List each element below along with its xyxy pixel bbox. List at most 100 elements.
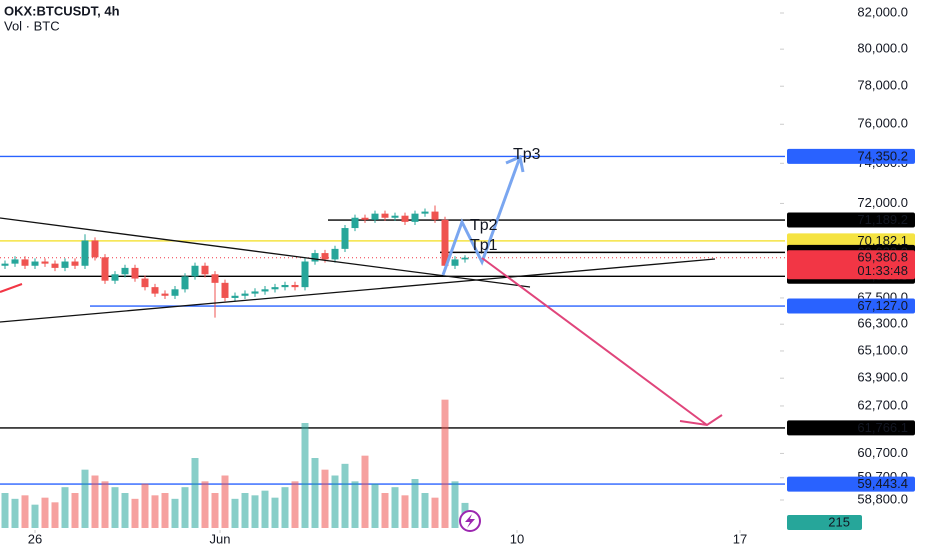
volume-bar — [141, 483, 149, 528]
volume-bar — [381, 493, 389, 528]
candle-body — [51, 263, 59, 268]
volume-bar — [291, 481, 299, 528]
price-badge-label: 71,189.2 — [857, 212, 908, 227]
price-badge-label: 59,443.4 — [857, 476, 908, 491]
volume-badge — [787, 515, 862, 530]
candle-body — [211, 274, 219, 283]
y-tick-label: 76,000.0 — [857, 116, 908, 131]
volume-bar — [31, 504, 39, 528]
candle-body — [131, 267, 139, 279]
x-tick-label: 17 — [733, 531, 747, 546]
volume-bar — [281, 487, 289, 528]
volume-bar — [21, 495, 29, 528]
lightning-icon — [465, 514, 475, 528]
candle-body — [351, 217, 359, 229]
volume-bar — [121, 493, 129, 528]
candle-body — [241, 293, 249, 296]
volume-bar — [71, 493, 79, 528]
candle-body — [11, 259, 19, 264]
candle-body — [381, 213, 389, 218]
price-badge-label: 74,350.2 — [857, 148, 908, 163]
y-tick-label: 65,100.0 — [857, 342, 908, 357]
volume-bar — [191, 458, 199, 528]
candle-body — [111, 274, 119, 281]
arrow-head — [505, 154, 525, 173]
candle-body — [231, 295, 239, 298]
candle-body — [251, 291, 259, 294]
volume-bar — [401, 495, 409, 528]
volume-bar — [61, 487, 69, 528]
volume-bar — [391, 487, 399, 528]
volume-bar — [351, 481, 359, 528]
candle-body — [201, 265, 209, 275]
volume-bar — [1, 493, 9, 528]
candle-body — [171, 289, 179, 296]
y-tick-label: 82,000.0 — [857, 4, 908, 19]
candle-body — [281, 284, 289, 288]
x-tick-label: Jun — [210, 531, 231, 546]
volume-bar — [91, 475, 99, 528]
volume-bar — [301, 423, 309, 528]
volume-bar — [451, 481, 459, 528]
volume-bar — [81, 469, 89, 528]
candle-body — [41, 261, 49, 264]
chart-title: OKX:BTCUSDT, 4h — [4, 3, 120, 18]
y-tick-label: 62,700.0 — [857, 397, 908, 412]
candle-body — [221, 282, 229, 298]
candle-body — [411, 213, 419, 222]
candle-body — [301, 261, 309, 288]
candle-body — [451, 259, 459, 266]
volume-bar — [261, 490, 269, 528]
price-badge — [787, 212, 915, 228]
y-tick-label: 80,000.0 — [857, 41, 908, 56]
volume-badge-label: 215 — [828, 514, 850, 529]
y-tick-label: 72,000.0 — [857, 195, 908, 210]
candle-body — [101, 257, 109, 281]
candle-body — [401, 215, 409, 222]
candle-body — [151, 287, 159, 294]
annotation: Tp2 — [470, 217, 498, 234]
candle-body — [361, 217, 369, 220]
volume-bar — [371, 483, 379, 528]
x-tick-label: 10 — [510, 531, 524, 546]
candle-body — [391, 215, 399, 218]
volume-bar — [171, 498, 179, 528]
candle-body — [271, 287, 279, 290]
candle-body — [261, 289, 269, 292]
volume-bar — [331, 475, 339, 528]
candle-body — [61, 261, 69, 268]
candle-body — [21, 259, 29, 266]
price-badge — [787, 298, 915, 314]
volume-bar — [161, 493, 169, 528]
candle-body — [191, 265, 199, 277]
candle-body — [121, 267, 129, 275]
volume-bar — [231, 498, 239, 528]
candle-body — [331, 248, 339, 260]
volume-bar — [131, 498, 139, 528]
volume-bar — [111, 487, 119, 528]
candle-body — [461, 257, 469, 260]
current-price-label: 69,380.8 — [857, 250, 908, 265]
price-badge — [787, 148, 915, 164]
volume-bar — [321, 469, 329, 528]
volume-bar — [101, 481, 109, 528]
candle-body — [81, 240, 89, 266]
volume-bar — [311, 458, 319, 528]
candle-body — [71, 261, 79, 266]
y-tick-label: 58,800.0 — [857, 491, 908, 506]
price-badge-label: 70,182.1 — [857, 233, 908, 248]
volume-bar — [201, 481, 209, 528]
candle-body — [341, 228, 349, 249]
volume-bar — [51, 502, 59, 528]
price-badge — [787, 476, 915, 492]
candle-body — [311, 253, 319, 262]
price-badge-label: 67,127.0 — [857, 298, 908, 313]
arrow-head — [679, 414, 723, 427]
price-badge-label: 61,766.1 — [857, 420, 908, 435]
y-tick-label: 60,700.0 — [857, 445, 908, 460]
volume-bar — [431, 497, 439, 528]
candle-body — [291, 284, 299, 288]
candle-body — [421, 211, 429, 214]
y-tick-label: 66,300.0 — [857, 316, 908, 331]
down-arrow — [481, 257, 708, 426]
